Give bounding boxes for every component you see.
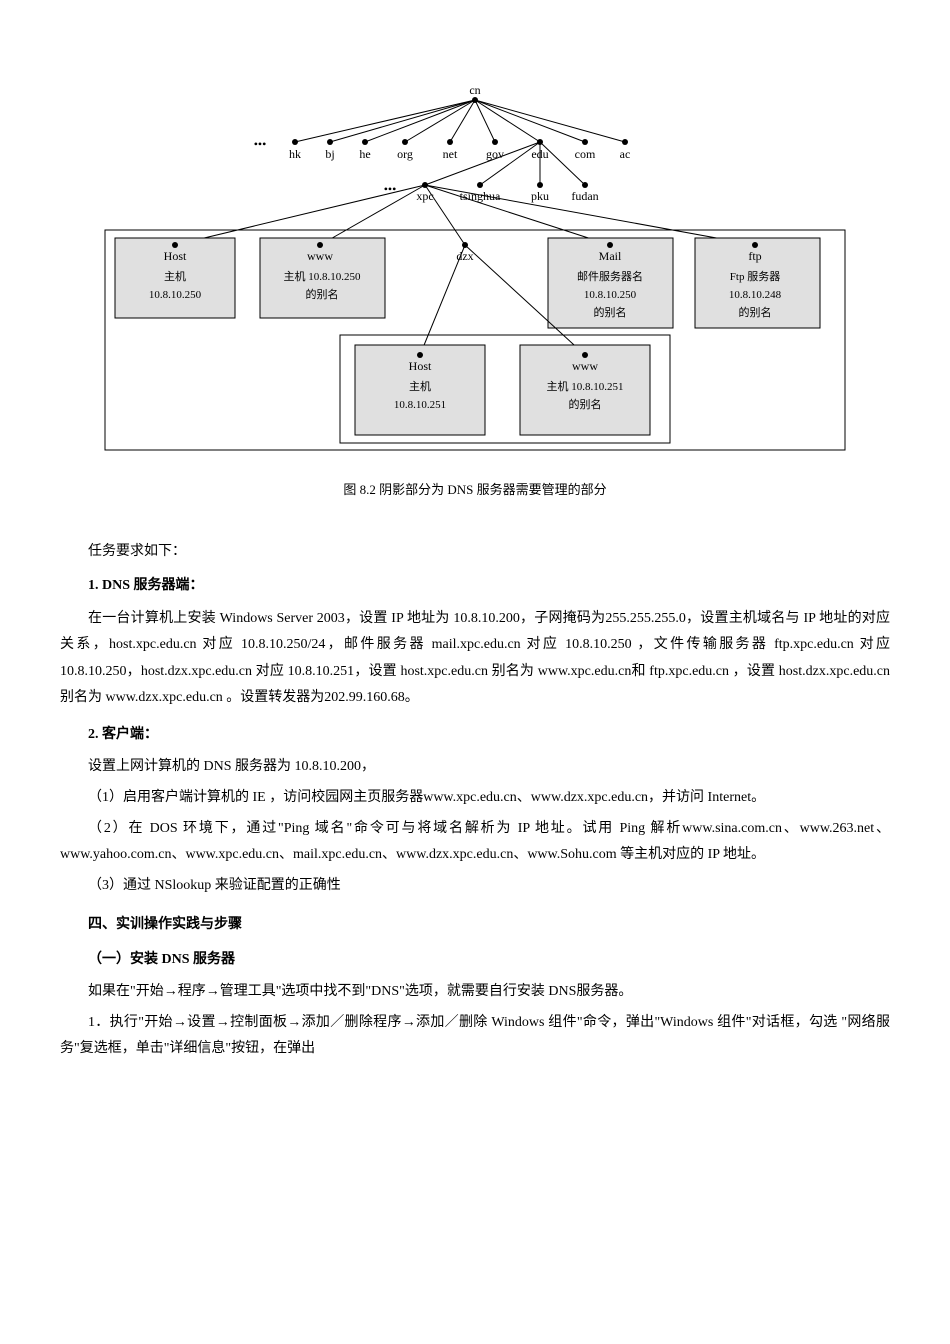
l3-3: fudan (571, 189, 598, 203)
section4-title: 四、实训操作实践与步骤 (60, 914, 890, 936)
l2-3: org (397, 147, 413, 161)
box4-title: ftp (748, 249, 761, 263)
box1-l2: 的别名 (306, 287, 339, 301)
l2-2: he (359, 147, 370, 161)
l2-0: hk (289, 147, 301, 161)
sub0-l2: 10.8.10.251 (394, 399, 446, 411)
ellipsis-l2: ••• (254, 137, 267, 151)
l2-4: net (443, 147, 458, 161)
box4-l1: Ftp 服务器 (730, 270, 780, 283)
sub1-title: www (572, 359, 598, 373)
box3-l2: 10.8.10.250 (584, 289, 637, 301)
l3-2: pku (531, 189, 549, 203)
section2-line1: 设置上网计算机的 DNS 服务器为 10.8.10.200， (60, 754, 890, 781)
section1-title: 1. DNS 服务器端： (60, 575, 890, 597)
box1-l1: 主机 10.8.10.250 (284, 269, 361, 283)
box3-l1: 邮件服务器名 (577, 269, 643, 283)
task-intro: 任务要求如下： (60, 541, 890, 563)
l3-0: xpc (416, 189, 433, 203)
l2-1: bj (325, 147, 334, 161)
box4-l2: 10.8.10.248 (729, 289, 782, 301)
sub1-l2: 的别名 (569, 397, 602, 411)
section2-line4: （3）通过 NSlookup 来验证配置的正确性 (60, 873, 890, 900)
l2-8: ac (620, 147, 631, 161)
sub0-title: Host (409, 359, 432, 373)
dns-tree-diagram: cn ••• hk bj he org net gov edu com ac (100, 80, 850, 460)
section2-line2: （1）启用客户端计算机的 IE ，访问校园网主页服务器www.xpc.edu.c… (60, 785, 890, 812)
section2-line3: （2）在 DOS 环境下，通过"Ping 域名"命令可与将域名解析为 IP 地址… (60, 816, 890, 869)
box1-title: www (307, 249, 333, 263)
box0-l1: 主机 (164, 269, 186, 283)
root-label: cn (469, 83, 480, 97)
l3-1: tsinghua (460, 189, 501, 203)
figure-caption: 图 8.2 阴影部分为 DNS 服务器需要管理的部分 (60, 480, 890, 501)
box4-l3: 的别名 (739, 305, 772, 319)
box3-l3: 的别名 (594, 305, 627, 319)
sub0-l1: 主机 (409, 379, 431, 393)
section4-body2: 1．执行"开始→设置→控制面板→添加／删除程序→添加／删除 Windows 组件… (60, 1010, 890, 1063)
section4-body1: 如果在"开始→程序→管理工具"选项中找不到"DNS"选项，就需要自行安装 DNS… (60, 979, 890, 1006)
box0-title: Host (164, 249, 187, 263)
l2-7: com (575, 147, 596, 161)
section4-sub: （一）安装 DNS 服务器 (60, 949, 890, 971)
diagram-svg: cn ••• hk bj he org net gov edu com ac (100, 80, 850, 460)
section1-body: 在一台计算机上安装 Windows Server 2003，设置 IP 地址为 … (60, 606, 890, 712)
sub1-l1: 主机 10.8.10.251 (547, 379, 624, 393)
section2-title: 2. 客户端： (60, 724, 890, 746)
box3-title: Mail (599, 249, 622, 263)
box0-l2: 10.8.10.250 (149, 289, 202, 301)
